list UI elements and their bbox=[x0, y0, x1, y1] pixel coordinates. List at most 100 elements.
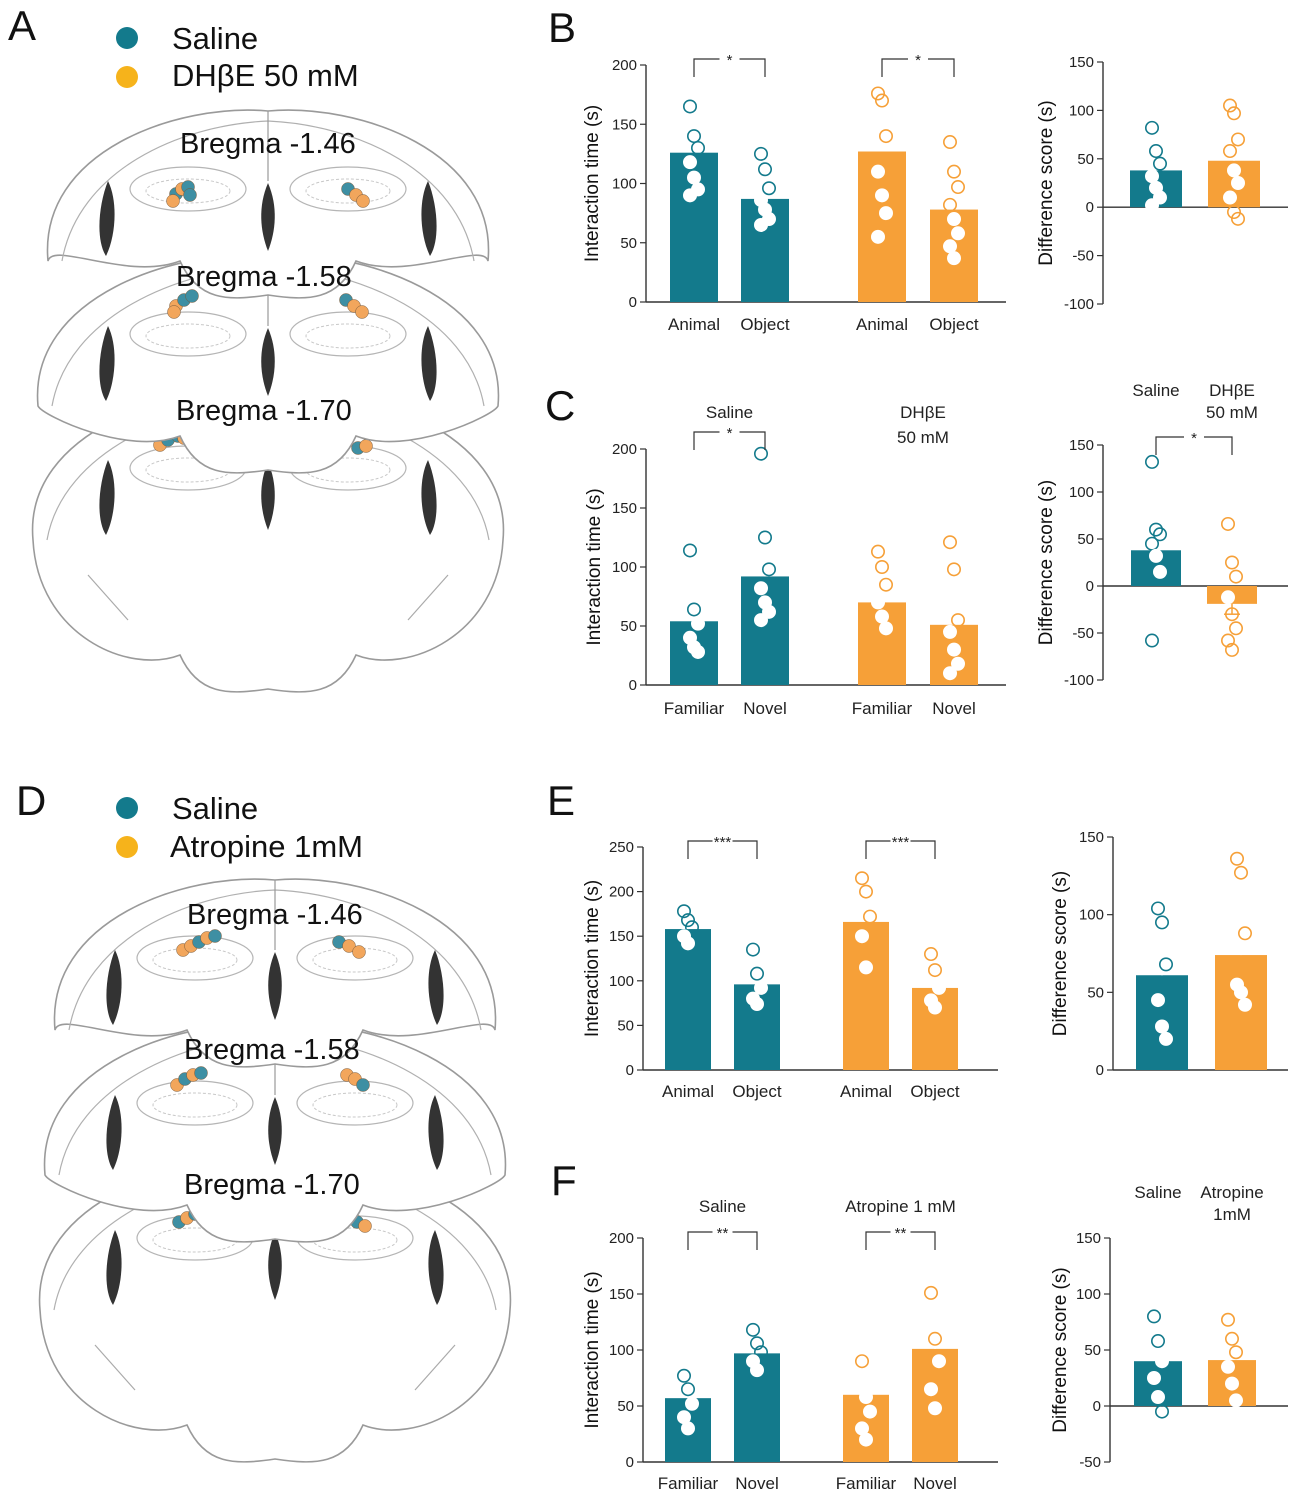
y-tick-label: 250 bbox=[609, 839, 634, 856]
data-point bbox=[927, 1000, 942, 1015]
y-axis-label: Difference score (s) bbox=[1050, 1267, 1071, 1432]
data-point bbox=[942, 535, 957, 550]
data-point bbox=[1145, 633, 1160, 648]
data-point bbox=[753, 980, 768, 995]
data-point bbox=[931, 980, 946, 995]
hippocampus-outline bbox=[296, 935, 414, 981]
data-point bbox=[1147, 1309, 1162, 1324]
brain-section-1 bbox=[53, 878, 497, 1068]
data-point bbox=[1153, 156, 1168, 171]
dentate-outline bbox=[145, 178, 231, 204]
group-label: 1mM bbox=[1213, 1205, 1251, 1224]
data-point bbox=[874, 559, 889, 574]
data-point bbox=[858, 1390, 873, 1405]
data-point bbox=[950, 226, 965, 241]
legend-saline-dot bbox=[116, 27, 138, 49]
data-point bbox=[870, 86, 885, 101]
bar bbox=[1215, 955, 1267, 1070]
y-tick-label: 100 bbox=[612, 559, 637, 576]
legend-saline-label: Saline bbox=[172, 21, 258, 56]
data-point bbox=[686, 170, 701, 185]
significance-bracket bbox=[739, 58, 766, 77]
y-tick-label: 50 bbox=[1077, 151, 1094, 168]
data-point bbox=[1225, 607, 1240, 622]
x-tick-label: Novel bbox=[932, 699, 975, 718]
x-tick-label: Object bbox=[929, 315, 978, 334]
ventricle-shape bbox=[106, 950, 122, 1025]
data-point bbox=[761, 604, 776, 619]
y-axis-label: Interaction time (s) bbox=[582, 105, 603, 262]
x-tick-label: Object bbox=[732, 1082, 781, 1101]
tract-line bbox=[87, 574, 129, 621]
data-point bbox=[1155, 915, 1170, 930]
data-point bbox=[942, 239, 957, 254]
data-point bbox=[1225, 1376, 1240, 1391]
y-tick-label: 0 bbox=[626, 1454, 634, 1471]
data-point bbox=[923, 1382, 938, 1397]
data-point bbox=[753, 613, 768, 628]
y-tick-label: 0 bbox=[1093, 1398, 1101, 1415]
y-axis-label: Interaction time (s) bbox=[584, 488, 605, 645]
group-label: 50 mM bbox=[1206, 403, 1258, 422]
significance-bracket bbox=[732, 1231, 758, 1250]
significance-label: ** bbox=[717, 1225, 729, 1242]
injection-site-dot bbox=[342, 939, 356, 953]
y-tick-label: 50 bbox=[620, 618, 637, 635]
data-point bbox=[1221, 1312, 1236, 1327]
y-axis-label: Difference score (s) bbox=[1036, 480, 1057, 645]
data-point bbox=[1231, 211, 1246, 226]
data-point bbox=[749, 1363, 764, 1378]
third-ventricle bbox=[268, 952, 282, 1020]
ventricle-shape bbox=[421, 326, 437, 401]
injection-site-dot bbox=[194, 1066, 208, 1080]
section-label-D3: Bregma -1.70 bbox=[184, 1169, 360, 1201]
y-tick-label: 150 bbox=[612, 500, 637, 517]
data-point bbox=[874, 609, 889, 624]
data-point bbox=[682, 155, 697, 170]
x-tick-label: Object bbox=[740, 315, 789, 334]
data-point bbox=[684, 1396, 699, 1411]
data-point bbox=[753, 146, 768, 161]
data-point bbox=[923, 947, 938, 962]
tract-line bbox=[407, 574, 449, 621]
injection-site-dot bbox=[355, 305, 369, 319]
data-point bbox=[753, 217, 768, 232]
data-point bbox=[1151, 901, 1166, 916]
x-tick-label: Animal bbox=[668, 315, 720, 334]
significance-bracket bbox=[687, 1231, 713, 1250]
data-point bbox=[858, 884, 873, 899]
injection-site-dot bbox=[356, 194, 370, 208]
data-point bbox=[753, 1345, 768, 1360]
data-point bbox=[878, 621, 893, 636]
y-tick-label: 200 bbox=[612, 57, 637, 74]
third-ventricle bbox=[261, 183, 275, 251]
data-point bbox=[946, 212, 961, 227]
data-point bbox=[1238, 997, 1253, 1012]
data-point bbox=[870, 229, 885, 244]
significance-bracket bbox=[687, 840, 713, 859]
data-point bbox=[1225, 642, 1240, 657]
data-point bbox=[749, 1336, 764, 1351]
hippocampus-outline bbox=[136, 935, 254, 981]
data-point bbox=[1229, 1393, 1244, 1408]
data-point bbox=[1149, 144, 1164, 159]
data-point bbox=[690, 140, 705, 155]
y-tick-label: 100 bbox=[612, 176, 637, 193]
data-point bbox=[682, 99, 697, 114]
section-label-D2: Bregma -1.58 bbox=[184, 1034, 360, 1066]
data-point bbox=[1227, 205, 1242, 220]
data-point bbox=[753, 446, 768, 461]
data-point bbox=[682, 543, 697, 558]
chart-F-left: 0 50 100 150 200 Interaction time (s) Familiar… bbox=[582, 1197, 998, 1493]
data-point bbox=[1223, 98, 1238, 113]
data-point bbox=[1234, 985, 1249, 1000]
significance-bracket bbox=[881, 58, 908, 77]
y-tick-label: 150 bbox=[1076, 1230, 1101, 1247]
x-tick-label: Familiar bbox=[664, 699, 725, 718]
bar bbox=[741, 576, 789, 685]
brain-section-2 bbox=[36, 254, 500, 474]
data-point bbox=[1225, 1331, 1240, 1346]
legend-D: Saline Atropine 1mM bbox=[116, 791, 363, 864]
y-tick-label: 50 bbox=[617, 1017, 634, 1034]
